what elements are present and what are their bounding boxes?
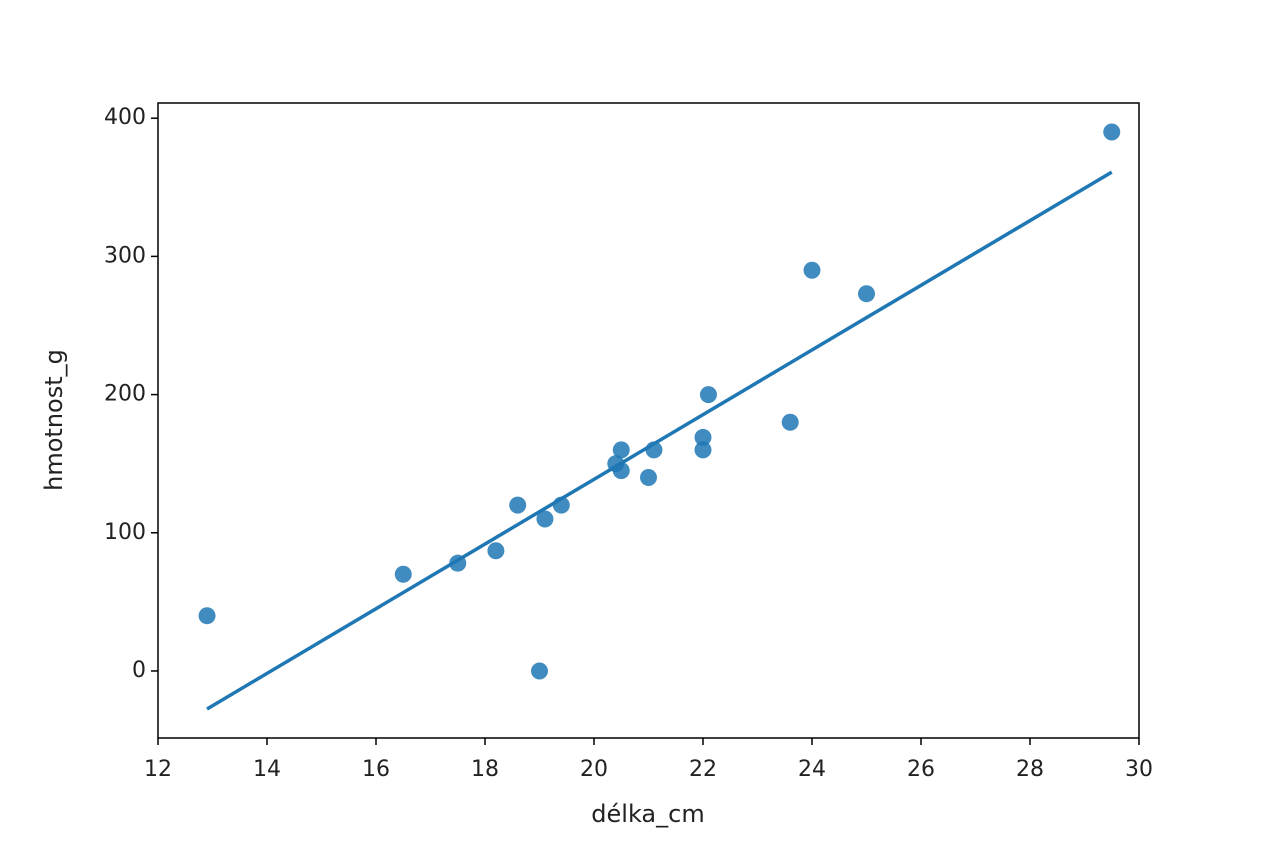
x-tick-label: 14 [253,757,281,782]
point [198,607,216,625]
y-tick-label: 100 [104,520,146,545]
point [694,428,712,446]
point [509,496,527,514]
point [858,285,875,303]
point [781,413,799,431]
y-tick-label: 0 [132,658,146,683]
x-tick-label: 28 [1016,757,1044,782]
y-axis-label: hmotnost_g [40,349,68,491]
x-axis-label: délka_cm [591,800,704,828]
point [531,662,548,680]
point [394,565,412,583]
x-tick-label: 12 [144,757,172,782]
regression-line [206,170,1113,711]
point [699,386,717,404]
point [612,441,630,459]
point [640,469,657,487]
x-tick-label: 20 [580,757,608,782]
x-tick-label: 16 [362,757,390,782]
point [1103,123,1121,141]
x-tick-label: 30 [1125,757,1153,782]
point [694,441,712,459]
y-tick-label: 200 [104,382,146,407]
point [487,542,505,560]
plot-frame [157,102,1140,739]
x-tick-label: 18 [471,757,499,782]
y-tick-label: 300 [104,243,146,268]
point [803,261,821,279]
x-tick-label: 26 [907,757,935,782]
x-tick-label: 24 [798,757,826,782]
x-tick-label: 22 [689,757,717,782]
point [536,510,554,528]
y-tick-label: 400 [104,105,146,130]
